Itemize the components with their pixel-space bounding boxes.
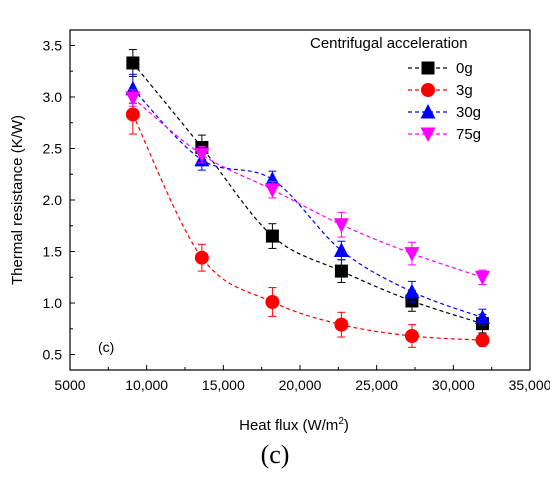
x-tick-label: 10,000 xyxy=(125,377,168,393)
data-point-3g xyxy=(125,107,140,122)
data-point-3g xyxy=(334,317,349,332)
x-axis-title: Heat flux (W/m2) xyxy=(239,416,349,434)
data-point-75g xyxy=(474,270,490,286)
legend-label-0g: 0g xyxy=(456,60,473,77)
x-axis-title-main: Heat flux (W/m xyxy=(239,417,338,434)
data-point-75g xyxy=(264,183,280,198)
chart: 5000 10,000 15,000 20,000 25,000 30,000 35,000… xyxy=(9,29,550,434)
data-point-0g xyxy=(126,56,140,70)
x-axis-title-superscript: 2 xyxy=(338,416,344,427)
legend-label-75g: 75g xyxy=(456,126,481,143)
data-point-75g xyxy=(125,91,141,106)
legend-marker-3g xyxy=(421,83,435,97)
data-point-30g xyxy=(333,242,349,257)
data-point-3g xyxy=(475,333,490,348)
legend: Centrifugal acceleration 0g 3g 30g 75g xyxy=(310,35,481,143)
data-point-75g xyxy=(194,148,210,163)
x-tick-label: 5000 xyxy=(54,377,85,393)
y-tick-label: 1.5 xyxy=(43,244,63,260)
legend-marker-0g xyxy=(421,61,435,75)
series-line-75g xyxy=(132,97,483,278)
y-tick-label: 2.5 xyxy=(43,140,63,156)
y-tick-label: 3.5 xyxy=(43,37,63,53)
y-tick-label: 0.5 xyxy=(43,347,63,363)
data-point-3g xyxy=(265,295,280,309)
data-point-3g xyxy=(404,329,419,343)
series-3g xyxy=(125,94,490,348)
axis-ticks: 5000 10,000 15,000 20,000 25,000 30,000 35,000… xyxy=(43,37,550,393)
legend-items: 0g 3g 30g 75g xyxy=(408,60,481,143)
data-point-75g xyxy=(333,218,349,233)
x-tick-label: 20,000 xyxy=(279,377,322,393)
x-tick-label: 30,000 xyxy=(432,377,475,393)
legend-label-3g: 3g xyxy=(456,82,473,99)
series-line-0g xyxy=(132,62,483,325)
x-tick-label: 35,000 xyxy=(509,377,550,393)
legend-title: Centrifugal acceleration xyxy=(310,35,468,52)
y-tick-label: 3.0 xyxy=(43,89,63,105)
series-line-3g xyxy=(132,114,483,341)
series-75g xyxy=(125,89,490,286)
legend-label-30g: 30g xyxy=(456,104,481,121)
data-point-30g xyxy=(264,171,280,186)
series-group xyxy=(125,49,490,348)
series-line-30g xyxy=(132,88,483,319)
data-point-3g xyxy=(194,250,209,265)
figure-caption: (c) xyxy=(260,440,290,469)
x-axis-title-end: ) xyxy=(344,417,349,434)
data-point-30g xyxy=(404,283,420,299)
series-30g xyxy=(125,73,490,327)
data-point-0g xyxy=(265,229,279,243)
data-point-75g xyxy=(404,247,420,262)
panel-label: (c) xyxy=(98,339,114,355)
y-axis-title: Thermal resistance (K/W) xyxy=(9,115,26,285)
x-tick-label: 15,000 xyxy=(202,377,245,393)
data-point-30g xyxy=(474,309,490,324)
data-point-0g xyxy=(334,264,348,278)
plot-frame xyxy=(69,29,531,371)
legend-marker-75g xyxy=(420,127,436,142)
y-tick-label: 2.0 xyxy=(43,192,63,208)
y-tick-label: 1.0 xyxy=(43,295,63,311)
x-tick-label: 25,000 xyxy=(355,377,398,393)
legend-marker-30g xyxy=(420,104,436,119)
